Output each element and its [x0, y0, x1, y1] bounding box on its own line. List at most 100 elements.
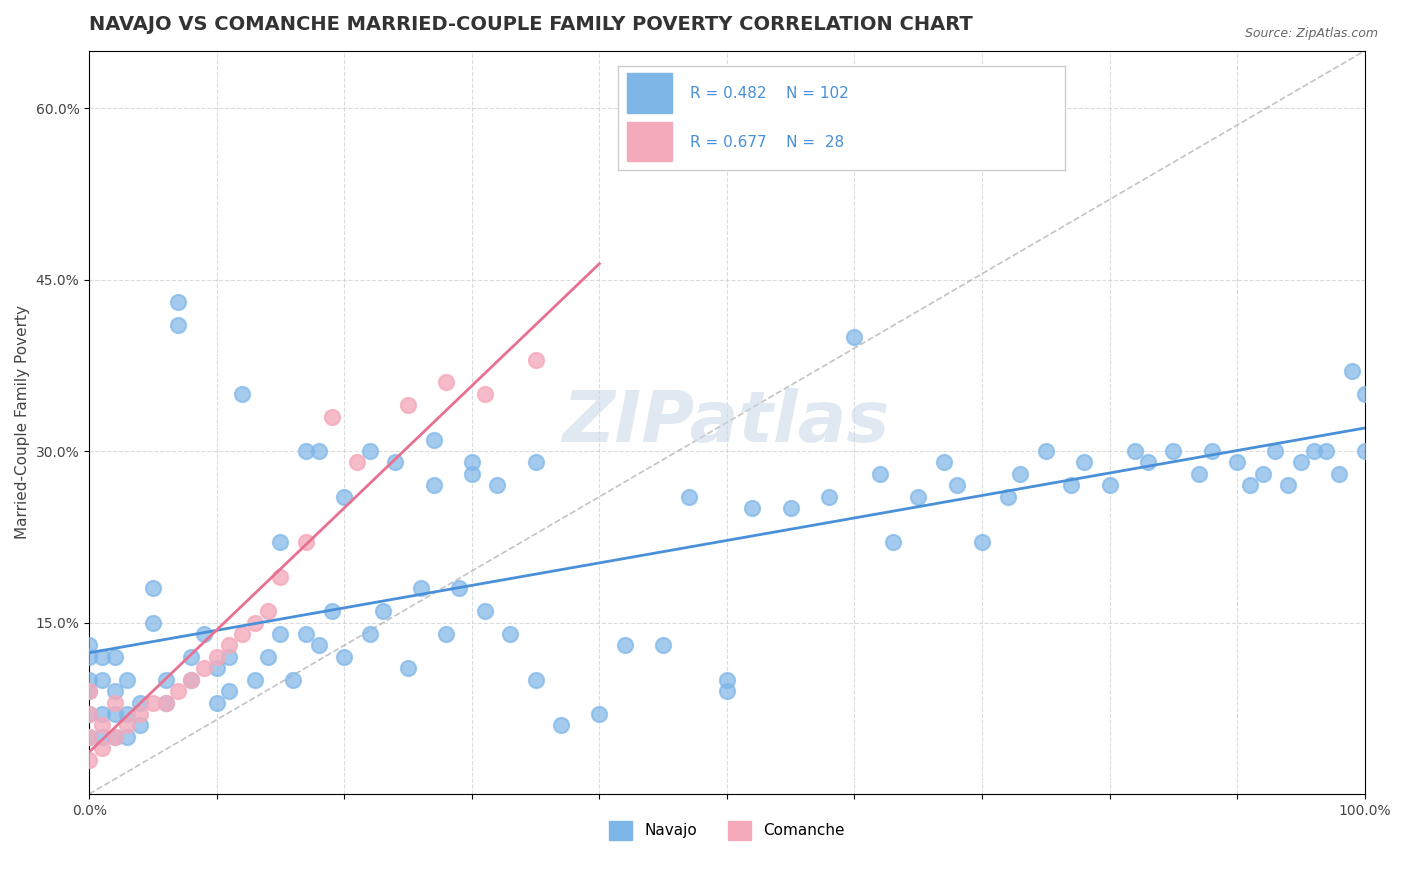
Point	[1289, 455, 1312, 469]
Point	[588, 706, 610, 721]
Point	[167, 684, 190, 698]
Point	[447, 581, 470, 595]
Point	[1226, 455, 1249, 469]
Point	[77, 730, 100, 744]
Point	[499, 627, 522, 641]
Point	[371, 604, 394, 618]
Point	[104, 684, 127, 698]
Point	[218, 684, 240, 698]
Point	[359, 627, 381, 641]
Point	[741, 501, 763, 516]
Point	[256, 604, 278, 618]
Point	[1163, 444, 1185, 458]
Point	[422, 433, 444, 447]
Text: Source: ZipAtlas.com: Source: ZipAtlas.com	[1244, 27, 1378, 40]
Point	[256, 649, 278, 664]
Point	[90, 718, 112, 732]
Point	[129, 696, 152, 710]
Point	[193, 661, 215, 675]
Point	[1277, 478, 1299, 492]
Point	[205, 661, 228, 675]
Point	[550, 718, 572, 732]
Point	[243, 615, 266, 630]
Point	[180, 649, 202, 664]
Point	[1251, 467, 1274, 481]
Point	[218, 649, 240, 664]
Point	[155, 696, 177, 710]
Point	[269, 535, 291, 549]
Point	[359, 444, 381, 458]
Point	[205, 649, 228, 664]
Point	[269, 570, 291, 584]
Point	[970, 535, 993, 549]
Text: NAVAJO VS COMANCHE MARRIED-COUPLE FAMILY POVERTY CORRELATION CHART: NAVAJO VS COMANCHE MARRIED-COUPLE FAMILY…	[89, 15, 973, 34]
Point	[1010, 467, 1032, 481]
Point	[167, 295, 190, 310]
Point	[779, 501, 801, 516]
Point	[167, 318, 190, 333]
Point	[155, 696, 177, 710]
Point	[461, 455, 484, 469]
Point	[422, 478, 444, 492]
Point	[652, 639, 675, 653]
Point	[1123, 444, 1146, 458]
Point	[117, 718, 139, 732]
Point	[524, 455, 547, 469]
Point	[678, 490, 700, 504]
Point	[104, 696, 127, 710]
Point	[1302, 444, 1324, 458]
Point	[90, 730, 112, 744]
Point	[295, 535, 318, 549]
Point	[231, 387, 253, 401]
Point	[869, 467, 891, 481]
Point	[1136, 455, 1159, 469]
Point	[1098, 478, 1121, 492]
Point	[1201, 444, 1223, 458]
Point	[409, 581, 432, 595]
Point	[396, 661, 419, 675]
Point	[77, 684, 100, 698]
Point	[333, 490, 356, 504]
Point	[818, 490, 841, 504]
Point	[1354, 387, 1376, 401]
Point	[1035, 444, 1057, 458]
Point	[90, 649, 112, 664]
Point	[77, 649, 100, 664]
Point	[180, 673, 202, 687]
Point	[308, 639, 330, 653]
Point	[295, 444, 318, 458]
Point	[117, 706, 139, 721]
Point	[716, 684, 738, 698]
Point	[77, 639, 100, 653]
Point	[77, 673, 100, 687]
Point	[321, 409, 343, 424]
Point	[1264, 444, 1286, 458]
Point	[396, 398, 419, 412]
Point	[997, 490, 1019, 504]
Point	[844, 329, 866, 343]
Point	[205, 696, 228, 710]
Point	[384, 455, 406, 469]
Point	[524, 673, 547, 687]
Point	[104, 730, 127, 744]
Point	[77, 706, 100, 721]
Point	[90, 706, 112, 721]
Point	[882, 535, 904, 549]
Point	[193, 627, 215, 641]
Point	[321, 604, 343, 618]
Point	[295, 627, 318, 641]
Point	[117, 730, 139, 744]
Point	[77, 684, 100, 698]
Point	[129, 706, 152, 721]
Point	[90, 673, 112, 687]
Point	[180, 673, 202, 687]
Point	[1341, 364, 1364, 378]
Point	[104, 649, 127, 664]
Point	[474, 387, 496, 401]
Point	[461, 467, 484, 481]
Point	[486, 478, 509, 492]
Point	[142, 696, 165, 710]
Point	[932, 455, 955, 469]
Point	[1354, 444, 1376, 458]
Point	[907, 490, 929, 504]
